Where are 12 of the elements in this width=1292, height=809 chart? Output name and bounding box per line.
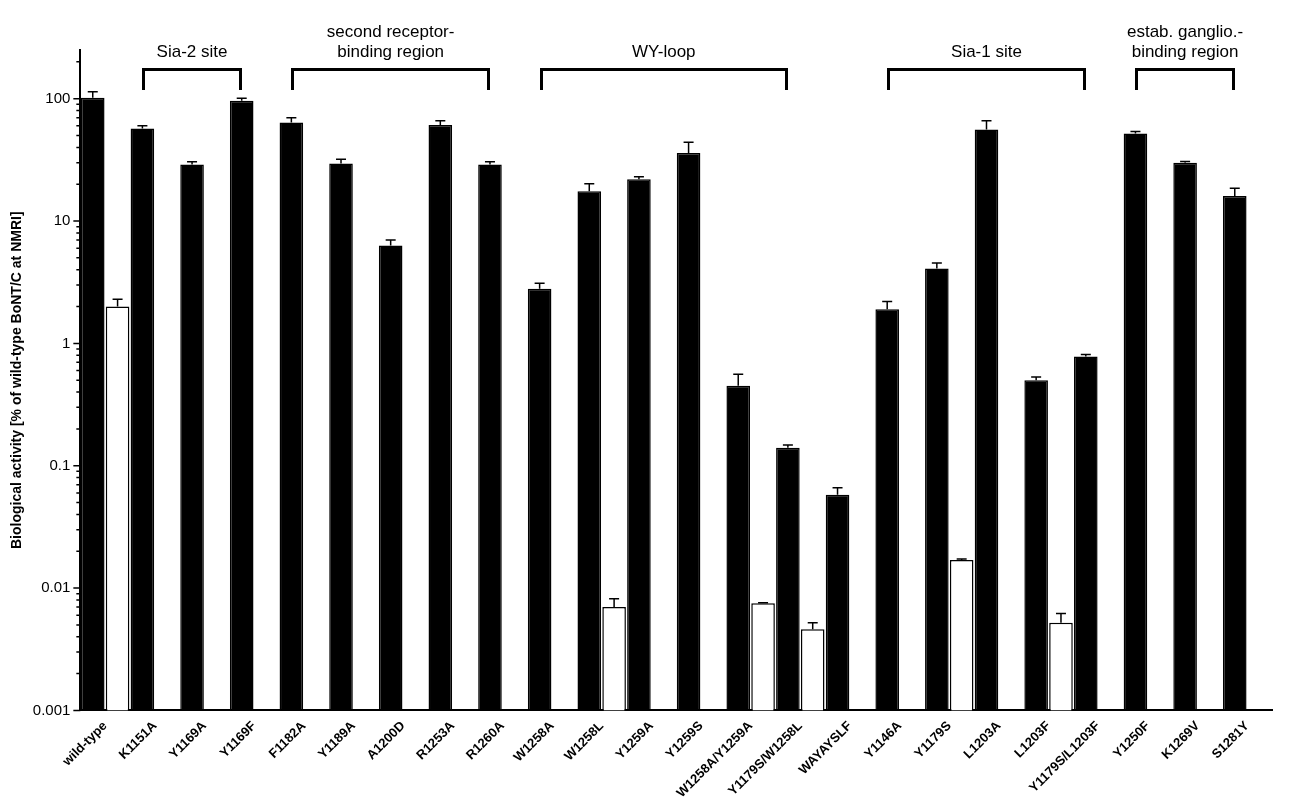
y-tick-label: 0.1 (49, 455, 71, 473)
annotation: WY-loop (630, 42, 697, 62)
y-tick-label: 1 (61, 333, 71, 351)
y-tick-label: 100 (45, 88, 71, 106)
y-tick-label: 0.001 (32, 700, 71, 718)
annotation: Sia-1 site (950, 42, 1023, 62)
y-tick-label: 10 (53, 211, 71, 229)
annotation: Sia-2 site (155, 42, 229, 62)
y-tick-label: 0.01 (41, 578, 71, 596)
annotation: estab. ganglio.-binding region (1125, 22, 1245, 62)
annotation: second receptor-binding region (325, 22, 456, 62)
y-axis-title: Biological activity [% of wild-type BoNT/C at NMRI] (8, 211, 25, 550)
